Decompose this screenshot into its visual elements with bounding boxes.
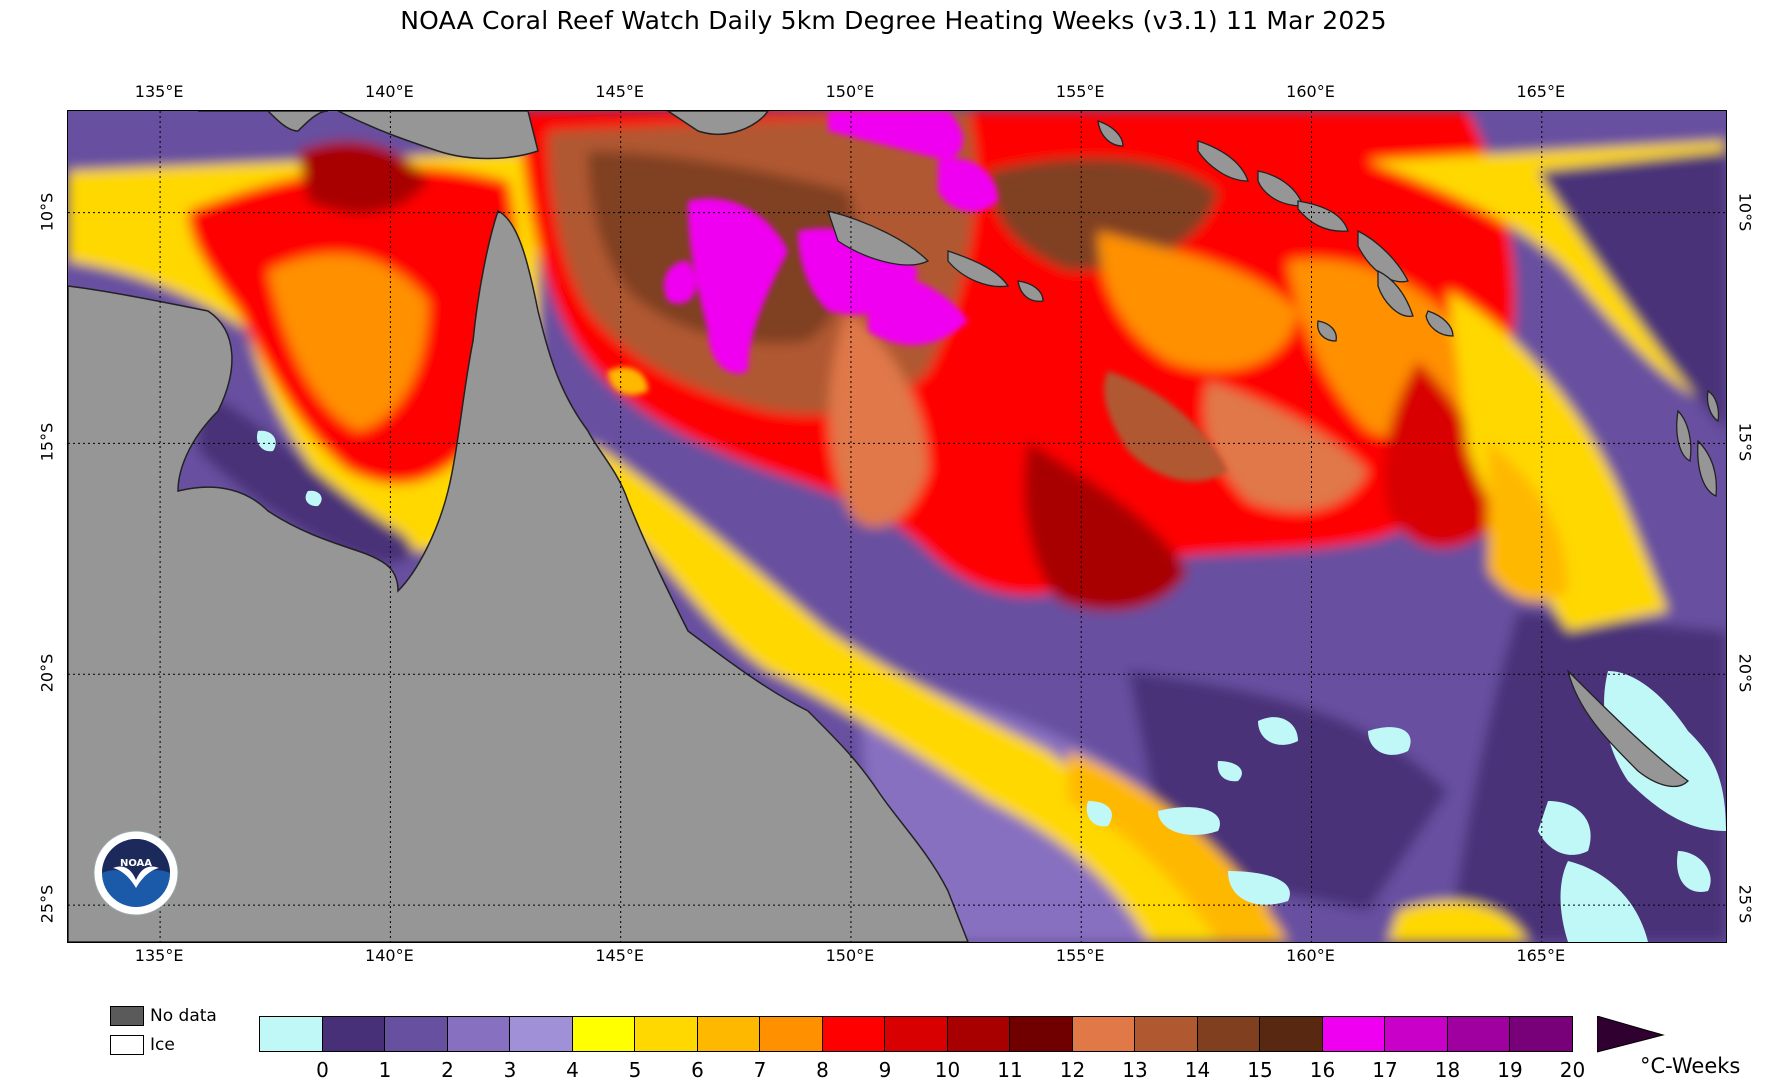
page-title: NOAA Coral Reef Watch Daily 5km Degree H… bbox=[400, 6, 1387, 35]
lon-label: 160°E bbox=[1286, 946, 1335, 965]
dhw-map[interactable] bbox=[67, 110, 1727, 943]
colorbar-tick-label: 18 bbox=[1434, 1058, 1461, 1082]
colorbar-box bbox=[1384, 1016, 1448, 1052]
colorbar-tick-label: 19 bbox=[1497, 1058, 1523, 1082]
lon-label: 155°E bbox=[1055, 82, 1105, 101]
lon-label: 160°E bbox=[1286, 82, 1335, 101]
colorbar-box bbox=[759, 1016, 823, 1052]
lon-label: 150°E bbox=[825, 82, 875, 101]
lon-label: 165°E bbox=[1516, 946, 1566, 965]
colorbar-tick-label: 8 bbox=[816, 1058, 829, 1082]
colorbar-box bbox=[384, 1016, 448, 1052]
colorbar-tick-label: 10 bbox=[934, 1058, 961, 1082]
lon-label: 140°E bbox=[365, 82, 414, 101]
lon-label: 135°E bbox=[134, 946, 184, 965]
colorbar-box bbox=[696, 1016, 760, 1052]
land-australia bbox=[68, 209, 969, 942]
dhw-zero-patches bbox=[256, 430, 1726, 942]
colorbar-tick-label: 12 bbox=[1059, 1058, 1086, 1082]
colorbar-tick-label: 20 bbox=[1559, 1058, 1586, 1082]
lat-label: 25°S bbox=[37, 884, 57, 924]
lat-label: 25°S bbox=[1735, 884, 1755, 924]
colorbar-box bbox=[571, 1016, 635, 1052]
colorbar-box bbox=[1321, 1016, 1385, 1052]
colorbar-tick-label: 1 bbox=[378, 1058, 392, 1082]
colorbar-tick-label: 7 bbox=[753, 1058, 767, 1082]
land-new-guinea bbox=[198, 111, 769, 160]
lon-label: 155°E bbox=[1055, 946, 1105, 965]
colorbar-box bbox=[1009, 1016, 1073, 1052]
colorbar-tick-label: 4 bbox=[566, 1058, 579, 1082]
lon-label: 140°E bbox=[365, 946, 414, 965]
colorbar-tick-label: 11 bbox=[997, 1058, 1023, 1082]
lon-label: 135°E bbox=[134, 82, 184, 101]
noaa-logo-text: NOAA bbox=[120, 858, 152, 869]
lon-label: 145°E bbox=[595, 82, 644, 101]
colorbar-tick-label: 15 bbox=[1247, 1058, 1273, 1082]
colorbar-tick-label: 16 bbox=[1309, 1058, 1336, 1082]
colorbar-box bbox=[1134, 1016, 1198, 1052]
ice-legend: Ice bbox=[110, 1035, 175, 1055]
lat-label: 10°S bbox=[1735, 192, 1755, 231]
colorbar-tick-label: 5 bbox=[628, 1058, 642, 1082]
colorbar-box bbox=[1509, 1016, 1573, 1052]
colorbar-tick-label: 2 bbox=[441, 1058, 454, 1082]
lon-label: 150°E bbox=[825, 946, 875, 965]
colorbar-tick-label: 0 bbox=[316, 1058, 329, 1082]
graticule bbox=[68, 111, 1726, 942]
colorbar-box bbox=[946, 1016, 1010, 1052]
ice-swatch bbox=[110, 1035, 144, 1055]
colorbar-tick-label: 17 bbox=[1372, 1058, 1398, 1082]
colorbar-tick-label: 13 bbox=[1122, 1058, 1148, 1082]
colorbar-box bbox=[446, 1016, 510, 1052]
lat-label: 20°S bbox=[37, 653, 57, 693]
dhw-colorbar bbox=[259, 1016, 1573, 1052]
colorbar-box bbox=[1259, 1016, 1323, 1052]
colorbar-box bbox=[634, 1016, 698, 1052]
colorbar-unit: °C-Weeks bbox=[1640, 1054, 1741, 1078]
colorbar-box bbox=[1071, 1016, 1135, 1052]
colorbar-box bbox=[259, 1016, 323, 1052]
colorbar-tick-label: 6 bbox=[691, 1058, 704, 1082]
colorbar-arrow bbox=[1597, 1016, 1665, 1053]
dhw-high-patches bbox=[608, 111, 1228, 482]
lat-label: 10°S bbox=[37, 192, 57, 231]
lon-label: 165°E bbox=[1516, 82, 1566, 101]
no-data-label: No data bbox=[150, 1006, 217, 1026]
lon-label: 145°E bbox=[595, 946, 644, 965]
lat-label: 20°S bbox=[1735, 653, 1755, 693]
no-data-legend: No data bbox=[110, 1006, 217, 1026]
colorbar-box bbox=[821, 1016, 885, 1052]
colorbar-box bbox=[1446, 1016, 1510, 1052]
colorbar-box bbox=[509, 1016, 573, 1052]
noaa-logo-icon: NOAA bbox=[93, 830, 179, 916]
lat-label: 15°S bbox=[1735, 423, 1755, 462]
colorbar-box bbox=[884, 1016, 948, 1052]
colorbar-box bbox=[1196, 1016, 1260, 1052]
dhw-map-canvas bbox=[68, 111, 1726, 942]
colorbar-tick-label: 14 bbox=[1184, 1058, 1211, 1082]
colorbar-tick-label: 9 bbox=[878, 1058, 892, 1082]
colorbar-box bbox=[321, 1016, 385, 1052]
colorbar-tick-label: 3 bbox=[503, 1058, 517, 1082]
lat-label: 15°S bbox=[37, 423, 57, 462]
no-data-swatch bbox=[110, 1006, 144, 1026]
land-islands bbox=[827, 120, 1720, 788]
ice-label: Ice bbox=[150, 1035, 175, 1055]
